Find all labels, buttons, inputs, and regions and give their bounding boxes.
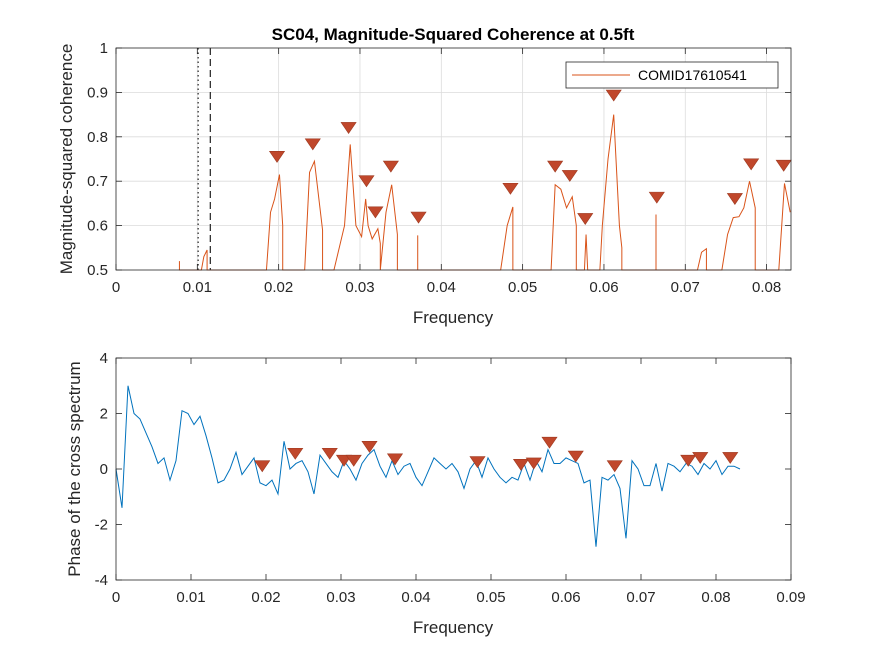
phase-axes: 0 0.01 0.02 0.03 0.04 0.05 0.06 0.07 0.08 0.09 -4 -… [65,350,806,637]
phase-x-tick-label: 0.06 [551,589,580,606]
coherence-ticks: 0 0.01 0.02 0.03 0.04 0.05 0.06 0.07 0.08 0.5 0.6 0… [87,40,791,296]
coherence-y-tick-label: 0.5 [87,262,108,279]
coherence-x-tick-label: 0.02 [264,279,293,296]
phase-peak-marker [345,454,362,467]
phase-peak-marker [606,460,623,473]
reference-lines [197,48,211,270]
phase-plot-area [116,358,791,580]
coherence-x-tick-label: 0.03 [345,279,374,296]
phase-line [115,385,741,547]
coherence-peak-marker [561,170,578,182]
phase-peak-marker [287,447,304,460]
coherence-x-tick-label: 0.01 [183,279,212,296]
coherence-peak-marker [410,211,427,224]
phase-y-tick-label: 2 [100,406,108,423]
coherence-peak-marker [648,191,665,204]
phase-ticks: 0 0.01 0.02 0.03 0.04 0.05 0.06 0.07 0.08 0.09 -4 -… [95,350,806,606]
coherence-x-tick-label: 0.06 [589,279,618,296]
coherence-peak-marker [340,122,357,134]
coherence-x-label: Frequency [413,308,494,327]
phase-peak-marker [361,440,378,453]
phase-y-tick-label: -2 [95,517,108,534]
coherence-axes-box [115,47,792,271]
coherence-y-tick-label: 0.7 [87,173,108,190]
coherence-peak-marker [775,159,792,172]
phase-x-tick-label: 0.08 [701,589,730,606]
coherence-peak-marker [358,175,375,188]
phase-peak-marker [525,457,542,470]
phase-peak-marker [680,454,697,467]
coherence-peak-marker [367,206,384,219]
phase-peak-marker [722,452,739,464]
coherence-y-tick-label: 1 [100,40,108,57]
coherence-x-tick-label: 0.07 [671,279,700,296]
coherence-peak-marker [743,158,760,171]
coherence-axes: 0 0.01 0.02 0.03 0.04 0.05 0.06 0.07 0.08 0.5 0.6 0… [57,25,792,327]
phase-x-tick-label: 0.05 [476,589,505,606]
coherence-y-tick-label: 0.8 [87,129,108,146]
coherence-peak-marker [726,193,743,205]
phase-y-tick-label: 4 [100,350,108,367]
phase-x-tick-label: 0.02 [251,589,280,606]
coherence-peak-marker [605,89,622,102]
phase-x-tick-label: 0.04 [401,589,430,606]
phase-peak-marker [469,456,486,469]
phase-peak-marker [386,453,404,466]
phase-peak-marker [321,447,338,460]
legend-entry-label: COMID17610541 [638,67,747,83]
coherence-y-label: Magnitude-squared coherence [57,44,76,275]
coherence-title: SC04, Magnitude-Squared Coherence at 0.5… [272,25,635,44]
phase-peak-marker [512,459,530,471]
coherence-x-tick-label: 0.08 [752,279,781,296]
phase-peak-markers [254,436,739,473]
coherence-x-tick-label: 0.04 [427,279,456,296]
coherence-peak-marker [382,160,399,173]
coherence-peak-marker [502,182,519,195]
coherence-y-tick-label: 0.6 [87,218,108,235]
coherence-y-tick-label: 0.9 [87,84,108,101]
phase-x-tick-label: 0.07 [626,589,655,606]
phase-y-tick-label: 0 [100,461,108,478]
coherence-peak-marker [547,160,564,173]
phase-peak-marker [541,436,558,449]
coherence-peak-marker [268,150,286,163]
phase-peak-marker [692,452,709,464]
coherence-peak-marker [577,213,594,225]
phase-x-tick-label: 0.09 [776,589,805,606]
phase-x-tick-label: 0.03 [326,589,355,606]
coherence-peak-markers [268,89,792,225]
coherence-peak-marker [304,138,321,151]
phase-x-label: Frequency [413,618,494,637]
coherence-x-tick-label: 0 [112,279,120,296]
phase-x-tick-label: 0 [112,589,120,606]
phase-x-tick-label: 0.01 [176,589,205,606]
legend[interactable]: COMID17610541 [565,61,779,89]
phase-y-label: Phase of the cross spectrum [65,361,84,576]
coherence-x-tick-label: 0.05 [508,279,537,296]
phase-series [115,385,741,547]
phase-peak-marker [254,460,271,473]
phase-y-tick-label: -4 [95,572,108,589]
phase-peak-marker [335,454,353,467]
phase-peak-marker [567,450,584,463]
